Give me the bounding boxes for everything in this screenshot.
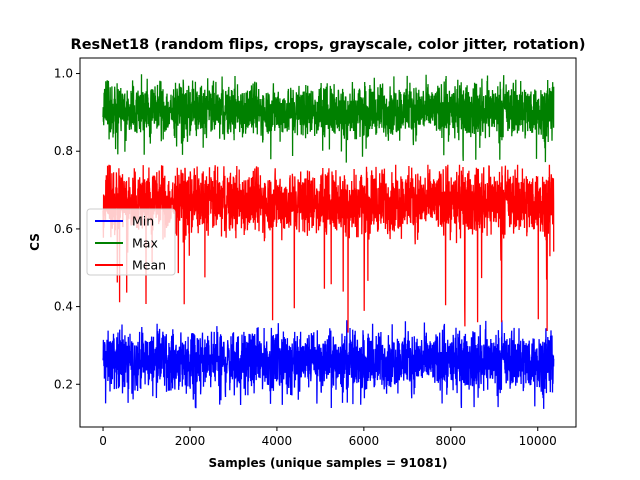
y-tick-label: 0.2 (54, 377, 73, 391)
legend-label-min: Min (132, 214, 154, 229)
y-axis-ticks: 0.2 0.4 0.6 0.8 1.0 (54, 67, 80, 391)
x-tick-label: 2000 (175, 434, 206, 448)
legend-label-max: Max (132, 236, 158, 251)
legend: Min Max Mean (86, 208, 176, 276)
x-tick-label: 6000 (349, 434, 380, 448)
series-line-mean (102, 164, 555, 333)
x-tick-label: 10000 (519, 434, 557, 448)
y-tick-label: 0.8 (54, 144, 73, 158)
plot-frame (79, 57, 577, 428)
legend-box (86, 208, 176, 276)
series-line-min (102, 320, 555, 409)
plot-lines (102, 74, 555, 409)
y-tick-label: 0.4 (54, 300, 73, 314)
x-axis-label: Samples (unique samples = 91081) (209, 456, 448, 470)
series-line-max (102, 74, 555, 163)
y-tick-label: 0.6 (54, 222, 73, 236)
x-axis-ticks: 0 2000 4000 6000 8000 10000 (99, 427, 557, 448)
legend-label-mean: Mean (132, 258, 166, 273)
chart-title: ResNet18 (random flips, crops, grayscale… (71, 37, 586, 53)
y-tick-label: 1.0 (54, 67, 73, 81)
x-tick-label: 4000 (262, 434, 293, 448)
y-axis-label: CS (28, 233, 42, 251)
x-tick-label: 0 (99, 434, 107, 448)
x-tick-label: 8000 (436, 434, 467, 448)
